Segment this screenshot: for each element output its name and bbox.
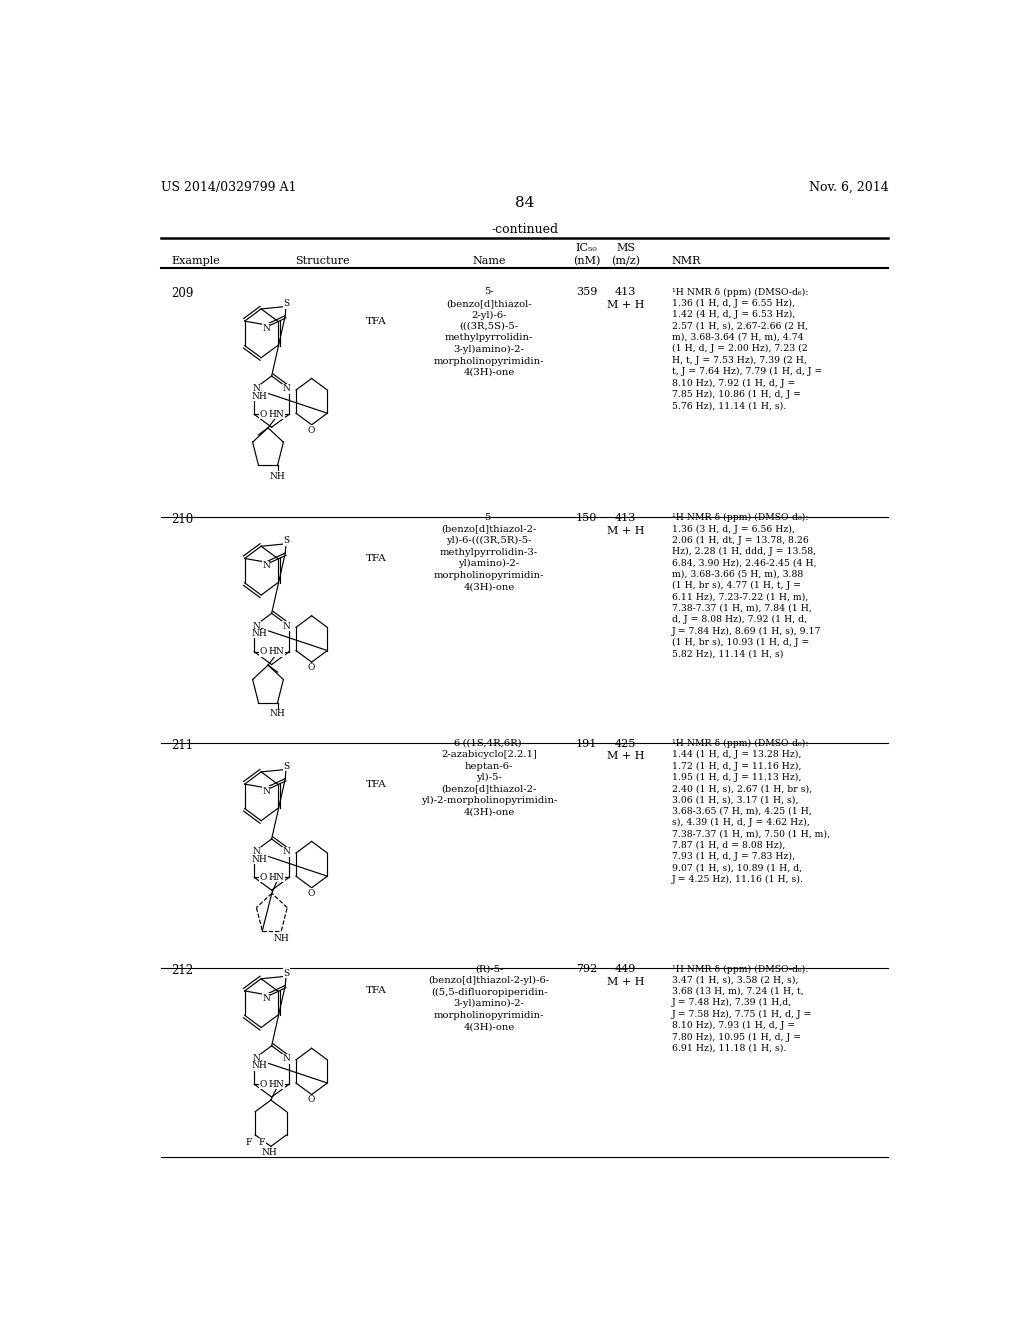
Text: (m/z): (m/z) [611, 256, 640, 267]
Text: N: N [283, 1055, 291, 1063]
Text: TFA: TFA [366, 780, 387, 788]
Text: F: F [259, 1138, 265, 1147]
Text: 425
M + H: 425 M + H [607, 739, 644, 762]
Text: Name: Name [472, 256, 506, 265]
Text: NH: NH [273, 933, 289, 942]
Text: 6-((1S,4R,6R)-
2-azabicyclo[2.2.1]
heptan-6-
yl)-5-
(benzo[d]thiazol-2-
yl)-2-mo: 6-((1S,4R,6R)- 2-azabicyclo[2.2.1] hepta… [421, 739, 557, 817]
Text: 211: 211 [172, 739, 194, 752]
Text: O: O [259, 873, 266, 882]
Text: 210: 210 [172, 513, 194, 527]
Text: N: N [262, 787, 270, 796]
Text: N: N [253, 847, 260, 857]
Text: O: O [259, 411, 266, 418]
Text: N: N [283, 622, 291, 631]
Text: NH: NH [252, 1061, 267, 1071]
Text: (nM): (nM) [573, 256, 600, 267]
Text: N: N [262, 561, 270, 570]
Text: 449
M + H: 449 M + H [607, 965, 644, 987]
Text: NH: NH [261, 1148, 276, 1158]
Text: 212: 212 [172, 965, 194, 977]
Text: 413
M + H: 413 M + H [607, 288, 644, 310]
Text: TFA: TFA [366, 317, 387, 326]
Text: Structure: Structure [295, 256, 350, 265]
Text: N: N [262, 323, 270, 333]
Text: US 2014/0329799 A1: US 2014/0329799 A1 [162, 181, 297, 194]
Text: ¹H NMR δ (ppm) (DMSO-d₆):
3.47 (1 H, s), 3.58 (2 H, s),
3.68 (13 H, m), 7.24 (1 : ¹H NMR δ (ppm) (DMSO-d₆): 3.47 (1 H, s),… [672, 965, 812, 1053]
Text: NMR: NMR [672, 256, 701, 265]
Text: NH: NH [252, 628, 267, 638]
Text: 191: 191 [577, 739, 597, 748]
Text: O: O [308, 425, 315, 434]
Text: NH: NH [252, 854, 267, 863]
Text: 5-
(benzo[d]thiazol-
2-yl)-6-
(((3R,5S)-5-
methylpyrrolidin-
3-yl)amino)-2-
morp: 5- (benzo[d]thiazol- 2-yl)-6- (((3R,5S)-… [434, 288, 545, 378]
Text: 84: 84 [515, 195, 535, 210]
Text: O: O [308, 1096, 315, 1105]
Text: TFA: TFA [366, 986, 387, 995]
Text: 413
M + H: 413 M + H [607, 513, 644, 536]
Text: S: S [284, 300, 290, 308]
Text: O: O [259, 1080, 266, 1089]
Text: S: S [284, 536, 290, 545]
Text: N: N [253, 1055, 260, 1063]
Text: S: S [284, 969, 290, 978]
Text: -continued: -continued [492, 223, 558, 236]
Text: HN: HN [268, 873, 285, 882]
Text: NH: NH [269, 709, 286, 718]
Text: MS: MS [616, 243, 635, 252]
Text: 150: 150 [577, 513, 597, 523]
Text: ¹H NMR δ (ppm) (DMSO-d₆):
1.36 (1 H, d, J = 6.55 Hz),
1.42 (4 H, d, J = 6.53 Hz): ¹H NMR δ (ppm) (DMSO-d₆): 1.36 (1 H, d, … [672, 288, 822, 411]
Text: HN: HN [268, 411, 285, 418]
Text: N: N [262, 994, 270, 1003]
Text: HN: HN [268, 647, 285, 656]
Text: N: N [283, 384, 291, 393]
Text: O: O [259, 647, 266, 656]
Text: IC₅₀: IC₅₀ [575, 243, 598, 252]
Text: O: O [308, 888, 315, 898]
Text: Example: Example [172, 256, 220, 265]
Text: 792: 792 [577, 965, 597, 974]
Text: HN: HN [268, 1080, 285, 1089]
Text: 209: 209 [172, 288, 194, 301]
Text: S: S [284, 762, 290, 771]
Text: ¹H NMR δ (ppm) (DMSO-d₆):
1.44 (1 H, d, J = 13.28 Hz),
1.72 (1 H, d, J = 11.16 H: ¹H NMR δ (ppm) (DMSO-d₆): 1.44 (1 H, d, … [672, 739, 829, 884]
Text: 359: 359 [577, 288, 597, 297]
Text: ¹H NMR δ (ppm) (DMSO-d₆):
1.36 (3 H, d, J = 6.56 Hz),
2.06 (1 H, dt, J = 13.78, : ¹H NMR δ (ppm) (DMSO-d₆): 1.36 (3 H, d, … [672, 513, 821, 659]
Text: TFA: TFA [366, 554, 387, 562]
Text: N: N [283, 847, 291, 857]
Text: Nov. 6, 2014: Nov. 6, 2014 [809, 181, 888, 194]
Text: N: N [253, 384, 260, 393]
Text: NH: NH [252, 392, 267, 401]
Text: NH: NH [269, 471, 286, 480]
Text: O: O [308, 663, 315, 672]
Text: N: N [253, 622, 260, 631]
Text: 5-
(benzo[d]thiazol-2-
yl)-6-(((3R,5R)-5-
methylpyrrolidin-3-
yl)amino)-2-
morph: 5- (benzo[d]thiazol-2- yl)-6-(((3R,5R)-5… [434, 513, 545, 591]
Text: F: F [246, 1138, 252, 1147]
Text: (R)-5-
(benzo[d]thiazol-2-yl)-6-
((5,5-difluoropiperidin-
3-yl)amino)-2-
morphol: (R)-5- (benzo[d]thiazol-2-yl)-6- ((5,5-d… [428, 965, 550, 1031]
